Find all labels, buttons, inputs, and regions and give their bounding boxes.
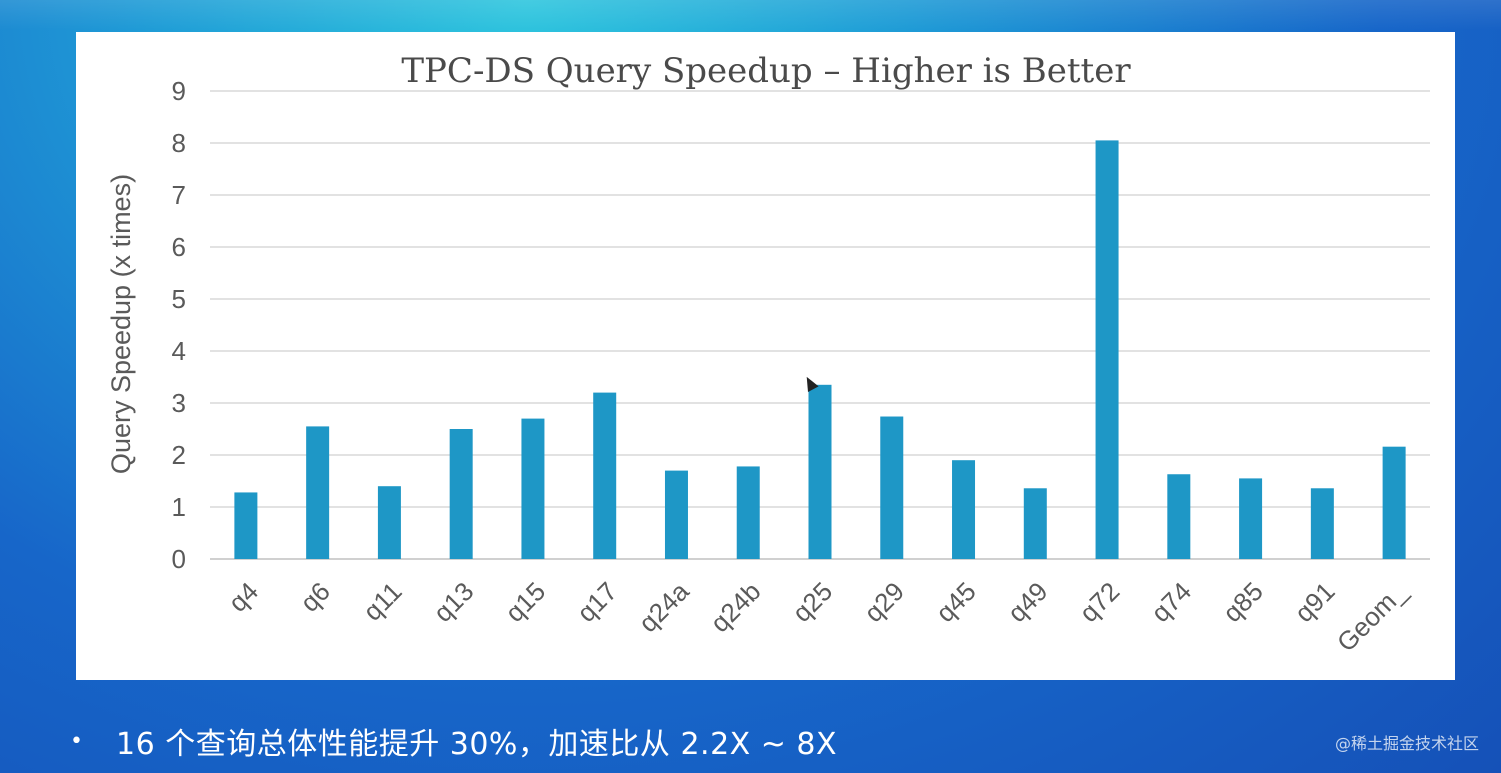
x-tick-label-q11: q11: [357, 576, 408, 627]
x-tick-label-Geom_: Geom_: [1331, 576, 1413, 658]
y-tick-label: 7: [172, 180, 186, 210]
bullet-text: 16 个查询总体性能提升 30%，加速比从 2.2X ~ 8X: [116, 727, 838, 762]
bar-chart: TPC-DS Query Speedup – Higher is Better …: [106, 51, 1430, 658]
x-tick-label-q74: q74: [1145, 576, 1197, 628]
bar-q4: [234, 492, 258, 559]
bar-q85: [1239, 478, 1263, 559]
y-tick-label: 9: [172, 76, 186, 106]
chart-panel: TPC-DS Query Speedup – Higher is Better …: [76, 32, 1455, 680]
y-axis-title: Query Speedup (x times): [106, 174, 136, 474]
bar-q17: [593, 392, 617, 559]
bullet-point: • 16 个查询总体性能提升 30%，加速比从 2.2X ~ 8X: [70, 718, 837, 764]
y-tick-label: 8: [172, 128, 186, 158]
bar-q45: [952, 460, 976, 559]
y-tick-label: 3: [172, 388, 186, 418]
y-tick-label: 5: [172, 284, 186, 314]
x-tick-label-q24a: q24a: [633, 576, 695, 638]
bar-q15: [521, 418, 545, 559]
x-tick-label-q49: q49: [1002, 576, 1054, 628]
bar-q24a: [664, 470, 688, 559]
y-axis-ticks: 0 1 2 3 4 5 6 7 8 9: [172, 76, 186, 574]
bullet-icon: •: [70, 728, 83, 754]
chart-title: TPC-DS Query Speedup – Higher is Better: [401, 51, 1131, 91]
y-tick-label: 6: [172, 232, 186, 262]
slide-background-highlight: [0, 0, 1501, 30]
bar-q24b: [736, 466, 760, 559]
x-tick-label-q29: q29: [858, 576, 910, 628]
bar-q49: [1023, 488, 1047, 559]
x-tick-label-q15: q15: [499, 576, 551, 628]
x-tick-label-q6: q6: [294, 576, 336, 618]
x-tick-label-q24b: q24b: [704, 576, 766, 638]
y-tick-label: 1: [172, 492, 186, 522]
x-tick-label-q72: q72: [1073, 576, 1125, 628]
bars: [234, 140, 1406, 559]
bar-q25: [808, 384, 832, 559]
bar-q74: [1167, 474, 1191, 559]
bar-Geom_: [1382, 446, 1406, 559]
x-tick-label-q85: q85: [1217, 576, 1269, 628]
y-tick-label: 4: [172, 336, 186, 366]
x-tick-label-q17: q17: [571, 576, 623, 628]
x-tick-label-q13: q13: [428, 576, 480, 628]
bar-q13: [449, 429, 473, 559]
bar-q6: [306, 426, 330, 559]
bar-q29: [880, 416, 904, 559]
x-tick-label-q4: q4: [222, 576, 264, 618]
bar-q11: [377, 486, 401, 559]
y-tick-label: 0: [172, 544, 186, 574]
x-tick-label-q25: q25: [786, 576, 838, 628]
watermark: @稀土掘金技术社区: [1334, 734, 1479, 753]
x-tick-label-q45: q45: [930, 576, 982, 628]
x-tick-label-q91: q91: [1289, 576, 1341, 628]
y-tick-label: 2: [172, 440, 186, 470]
x-axis-labels: q4 q6 q11 q13 q15 q17 q24a q24b q25 q29 q45 q49 q72 q…: [222, 576, 1412, 658]
bar-q72: [1095, 140, 1119, 559]
bar-q91: [1310, 488, 1334, 559]
gridlines: [210, 90, 1430, 560]
